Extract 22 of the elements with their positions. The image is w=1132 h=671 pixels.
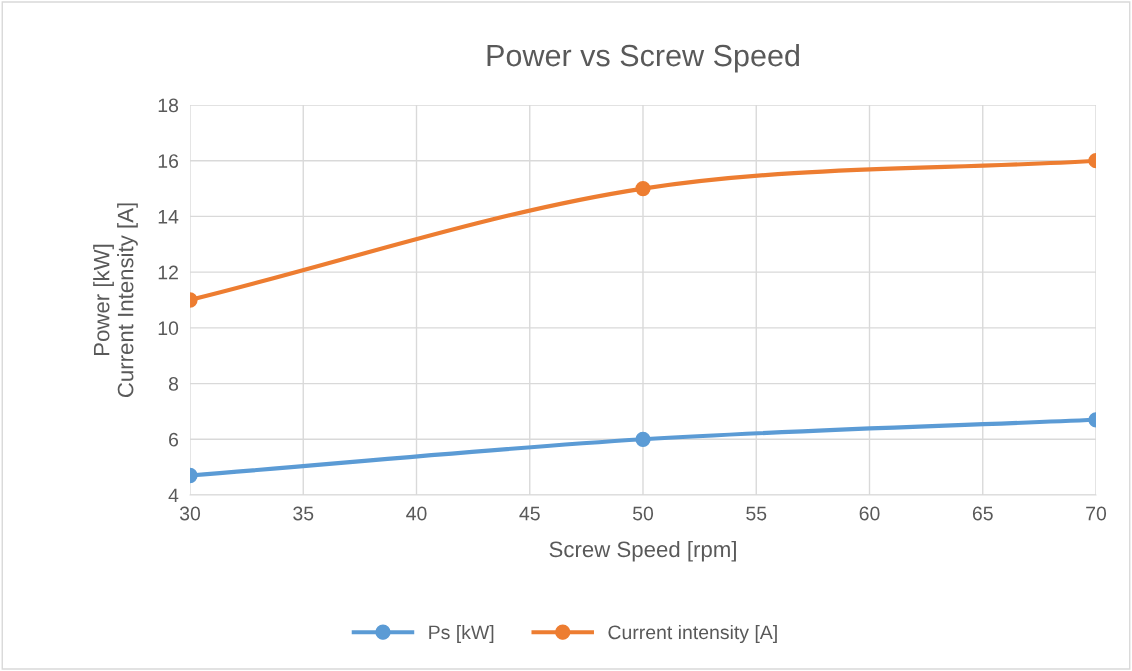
y-axis-title: Power [kW] Current Intensity [A]: [93, 203, 138, 398]
y-tick-label: 18: [158, 98, 179, 113]
chart-title: Power vs Screw Speed: [487, 43, 799, 73]
y-tick-label: 8: [168, 377, 179, 391]
legend-label: Ps [kW]: [429, 624, 494, 644]
y-tick-label: 16: [158, 154, 179, 168]
x-tick-label: 50: [632, 506, 654, 521]
legend-label: Current intensity [A]: [608, 624, 777, 644]
x-tick-label: 65: [972, 506, 993, 521]
x-tick-label: 30: [179, 506, 201, 521]
x-axis-title: Screw Speed [rpm]: [549, 540, 736, 562]
x-tick-label: 60: [859, 506, 880, 521]
x-tick-label: 40: [406, 506, 427, 521]
x-tick-label: 55: [746, 506, 767, 521]
x-tick-label: 35: [293, 506, 314, 521]
x-tick-label: 70: [1086, 506, 1107, 521]
y-tick-label: 14: [158, 210, 179, 224]
y-tick-label: 6: [169, 432, 179, 447]
y-tick-label: 10: [158, 321, 179, 336]
x-tick-label: 45: [519, 506, 540, 521]
y-tick-label: 4: [168, 488, 179, 503]
y-tick-label: 12: [158, 265, 178, 280]
